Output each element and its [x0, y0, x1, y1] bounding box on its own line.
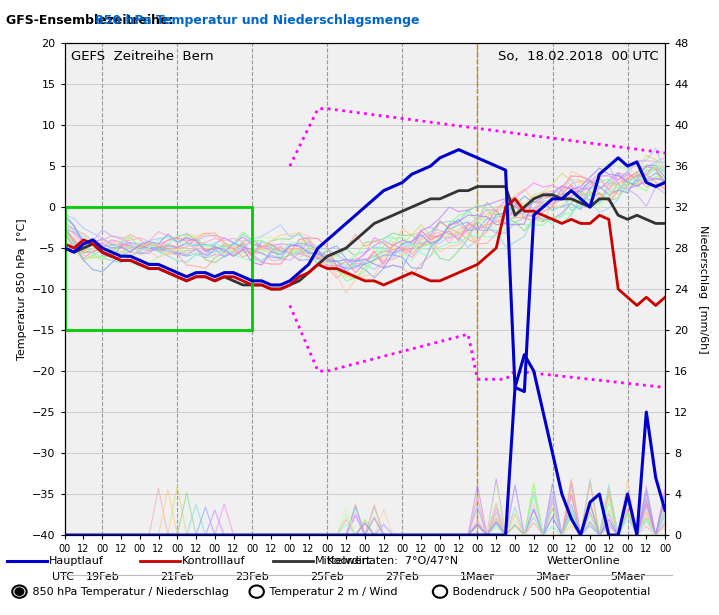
Text: Koordinaten:  7°O/47°N: Koordinaten: 7°O/47°N [327, 556, 458, 566]
Text: GEFS  Zeitreihe  Bern: GEFS Zeitreihe Bern [70, 50, 214, 63]
Text: Bodendruck / 500 hPa Geopotential: Bodendruck / 500 hPa Geopotential [449, 587, 651, 597]
Text: 850 hPa Temperatur / Niederschlag: 850 hPa Temperatur / Niederschlag [29, 587, 229, 597]
Text: WetterOnline: WetterOnline [546, 556, 620, 566]
Text: 25Feb: 25Feb [311, 572, 344, 582]
Text: 21Feb: 21Feb [160, 572, 194, 582]
Text: UTC: UTC [52, 572, 74, 582]
Text: 850 hPa Temperatur und Niederschlagsmenge: 850 hPa Temperatur und Niederschlagsmeng… [95, 14, 420, 26]
Text: 5Maer: 5Maer [610, 572, 645, 582]
Bar [65, 207, 252, 330]
Text: 23Feb: 23Feb [235, 572, 269, 582]
Text: 3Maer: 3Maer [535, 572, 570, 582]
Y-axis label: Temperatur 850 hPa  [°C]: Temperatur 850 hPa [°C] [17, 218, 27, 360]
Text: Hauptlauf: Hauptlauf [49, 556, 104, 566]
Text: 1Maer: 1Maer [460, 572, 495, 582]
Y-axis label: Niederschlag  [mm/6h]: Niederschlag [mm/6h] [698, 224, 707, 354]
Text: 27Feb: 27Feb [385, 572, 419, 582]
Text: GFS-Ensemblezeitreihe:: GFS-Ensemblezeitreihe: [6, 14, 178, 26]
Text: Kontrolllauf: Kontrolllauf [182, 556, 245, 566]
Text: So,  18.02.2018  00 UTC: So, 18.02.2018 00 UTC [498, 50, 659, 63]
Text: 19Feb: 19Feb [86, 572, 119, 582]
Text: Temperatur 2 m / Wind: Temperatur 2 m / Wind [266, 587, 398, 597]
Text: Mittelwert: Mittelwert [315, 556, 372, 566]
